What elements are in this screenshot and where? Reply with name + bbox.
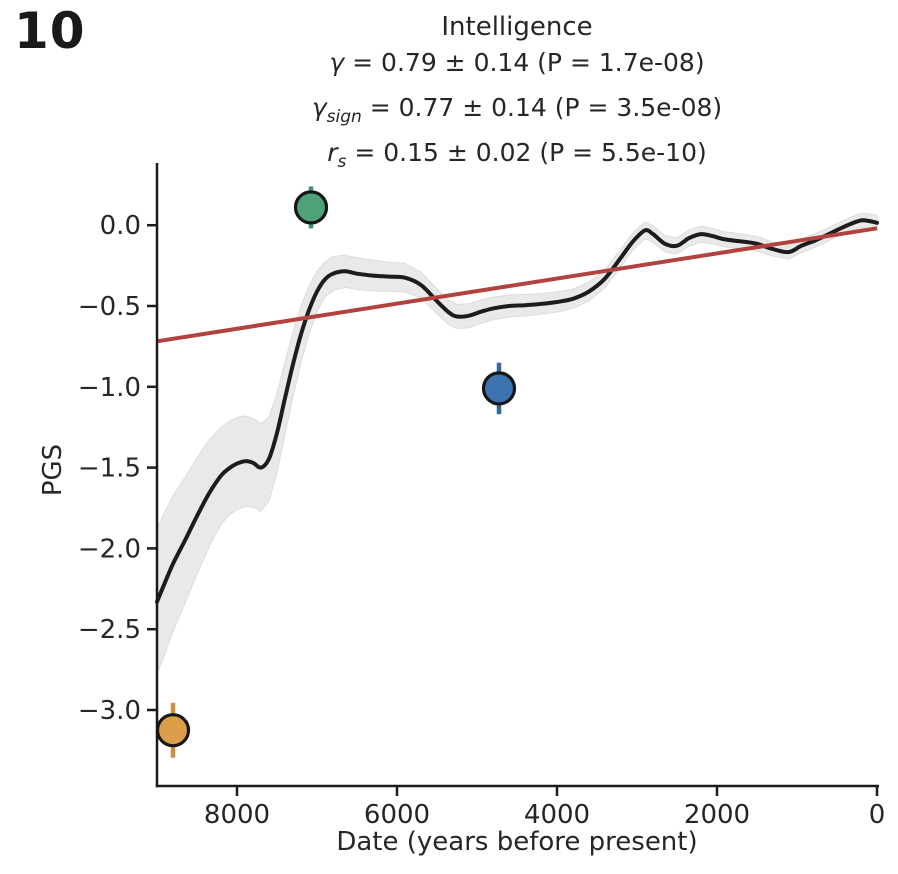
x-tick-label: 6000 — [364, 800, 430, 830]
point-marker-blue-sample — [481, 371, 517, 406]
trend-line — [156, 226, 878, 344]
chart-title: Intelligence — [441, 12, 593, 42]
stat-line-rs: rs = 0.15 ± 0.02 (P = 5.5e-10) — [137, 135, 897, 180]
panel-number-label: 10 — [14, 2, 86, 60]
y-tick-label: −2.0 — [78, 534, 141, 564]
confidence-band — [156, 212, 878, 675]
chart-title-block: Intelligence γ = 0.79 ± 0.14 (P = 1.7e-0… — [137, 10, 897, 180]
point-marker-green-sample — [293, 190, 329, 225]
y-tick-label: −0.5 — [78, 292, 141, 322]
trajectory-line — [155, 218, 879, 604]
gamma-value-text: = 0.79 ± 0.14 (P = 1.7e-08) — [344, 48, 705, 77]
axes: 0.0 −0.5 −1.0 −1.5 −2.0 −2.5 −3.0 8000 6000 4000 2… — [78, 163, 885, 830]
scatter-point-orange-sample — [155, 702, 191, 758]
y-tick-label: 0.0 — [100, 211, 141, 241]
scatter-point-blue-sample — [481, 362, 517, 415]
x-tick-label: 4000 — [524, 800, 590, 830]
gamma-sign-value-text: = 0.77 ± 0.14 (P = 3.5e-08) — [361, 93, 723, 122]
y-tick-label: −1.0 — [78, 373, 141, 403]
x-tick-label: 2000 — [684, 800, 750, 830]
stat-line-gamma: γ = 0.79 ± 0.14 (P = 1.7e-08) — [137, 45, 897, 90]
gamma-sign-symbol: γ — [311, 93, 327, 122]
x-tick-label: 8000 — [204, 800, 270, 830]
scatter-point-green-sample — [293, 186, 329, 229]
y-tick-label: −2.5 — [78, 615, 141, 645]
x-axis-label: Date (years before present) — [336, 827, 698, 857]
gamma-symbol: γ — [329, 48, 345, 77]
rs-subscript: s — [337, 152, 347, 172]
y-tick-label: −1.5 — [78, 454, 141, 484]
y-axis-label: PGS — [38, 443, 68, 497]
gamma-sign-subscript: sign — [326, 107, 362, 127]
x-tick-label: 0 — [869, 800, 886, 830]
y-tick-label: −3.0 — [78, 696, 141, 726]
stat-line-gamma-sign: γsign = 0.77 ± 0.14 (P = 3.5e-08) — [137, 90, 897, 135]
rs-symbol: r — [327, 138, 338, 167]
rs-value-text: = 0.15 ± 0.02 (P = 5.5e-10) — [346, 138, 707, 167]
point-marker-orange-sample — [155, 713, 191, 748]
